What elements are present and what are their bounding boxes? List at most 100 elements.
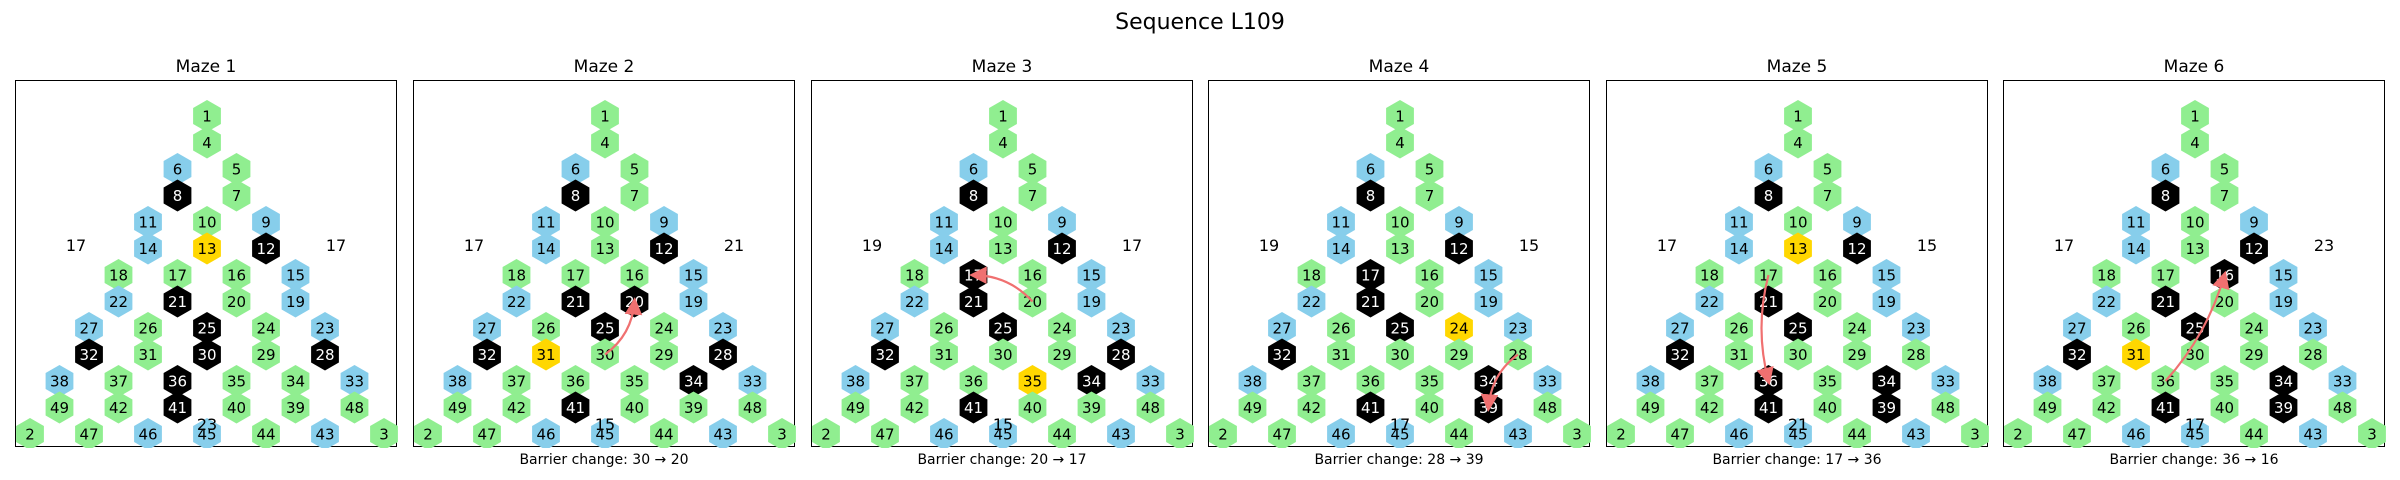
svg-text:29: 29 (2244, 346, 2263, 364)
maze-6-panel: 1 2 3 4 5 6 7 8 9 10 11 12 13 14 15 16 17 18 19 20 21 22 23 24 2… (2003, 80, 2386, 448)
svg-text:37: 37 (905, 373, 924, 391)
side-label-bottom: 15 (993, 415, 1013, 434)
side-label-left: 19 (862, 236, 882, 255)
svg-text:3: 3 (1970, 426, 1980, 444)
hex-cell-7: 7 (1813, 179, 1842, 212)
hex-cell-21: 21 (1356, 285, 1385, 318)
hex-cell-44: 44 (1843, 418, 1871, 448)
svg-text:23: 23 (1508, 320, 1527, 338)
hex-cell-34: 34 (1077, 365, 1106, 397)
hex-cell-10: 10 (193, 206, 221, 238)
hex-cell-13: 13 (1386, 232, 1414, 265)
hex-cell-49: 49 (45, 391, 74, 424)
svg-text:22: 22 (2097, 293, 2116, 311)
hex-cell-2: 2 (2004, 418, 2032, 448)
svg-text:5: 5 (630, 161, 640, 179)
hex-cell-8: 8 (959, 179, 988, 212)
svg-text:47: 47 (1272, 426, 1291, 444)
svg-text:15: 15 (1082, 267, 1101, 285)
hex-cell-17: 17 (1356, 259, 1385, 291)
svg-text:3: 3 (379, 426, 389, 444)
svg-text:36: 36 (2156, 373, 2175, 391)
svg-text:38: 38 (1641, 373, 1660, 391)
hex-cell-12: 12 (2240, 232, 2268, 265)
side-label-left: 17 (2054, 236, 2074, 255)
hex-cell-9: 9 (1048, 206, 1076, 238)
hex-cell-3: 3 (768, 418, 796, 448)
svg-text:37: 37 (507, 373, 526, 391)
svg-text:20: 20 (1818, 293, 1837, 311)
svg-text:13: 13 (1390, 240, 1409, 258)
svg-text:8: 8 (571, 187, 581, 205)
hex-cell-36: 36 (561, 365, 590, 397)
svg-text:32: 32 (2067, 346, 2086, 364)
barrier-change-arrow (604, 297, 643, 356)
svg-text:37: 37 (1700, 373, 1719, 391)
svg-text:13: 13 (1788, 240, 1807, 258)
hex-cell-38: 38 (1238, 365, 1267, 397)
svg-text:27: 27 (875, 320, 894, 338)
svg-text:5: 5 (2220, 161, 2230, 179)
maze-1-title: Maze 1 (175, 57, 237, 77)
svg-text:34: 34 (286, 373, 305, 391)
hex-cell-15: 15 (1872, 259, 1901, 291)
svg-text:34: 34 (1082, 373, 1101, 391)
svg-text:9: 9 (2249, 214, 2259, 232)
hex-cell-19: 19 (2269, 285, 2298, 318)
svg-text:35: 35 (625, 373, 644, 391)
svg-text:7: 7 (1425, 187, 1435, 205)
svg-text:36: 36 (964, 373, 983, 391)
hex-cell-43: 43 (2299, 418, 2327, 448)
svg-text:8: 8 (1366, 187, 1376, 205)
svg-text:28: 28 (713, 346, 732, 364)
svg-text:12: 12 (654, 240, 673, 258)
svg-text:15: 15 (1479, 267, 1498, 285)
hex-cell-43: 43 (1107, 418, 1135, 448)
hex-cell-30: 30 (1784, 338, 1812, 371)
hex-cell-37: 37 (900, 365, 929, 397)
svg-text:41: 41 (2156, 399, 2175, 417)
svg-text:8: 8 (1764, 187, 1774, 205)
hex-cell-10: 10 (1784, 206, 1812, 238)
svg-text:43: 43 (713, 426, 732, 444)
svg-text:13: 13 (197, 240, 216, 258)
hex-cell-45: 45 (193, 418, 221, 448)
hex-cell-47: 47 (871, 418, 899, 448)
maze-1-board: 12 34567891011121314151617181920212223242… (16, 100, 398, 448)
svg-text:33: 33 (1141, 373, 1160, 391)
hex-cell-21: 21 (1754, 285, 1783, 318)
svg-text:42: 42 (1302, 399, 1321, 417)
svg-text:43: 43 (315, 426, 334, 444)
svg-text:16: 16 (1023, 267, 1042, 285)
svg-text:27: 27 (2067, 320, 2086, 338)
hex-cell-6: 6 (163, 153, 192, 185)
hex-cell-39: 39 (2269, 391, 2298, 424)
hex-cell-38: 38 (841, 365, 870, 397)
svg-text:28: 28 (1111, 346, 1130, 364)
svg-text:27: 27 (1272, 320, 1291, 338)
svg-text:11: 11 (536, 214, 555, 232)
svg-text:46: 46 (2126, 426, 2145, 444)
hex-cell-27: 27 (1666, 312, 1694, 344)
svg-text:17: 17 (2156, 267, 2175, 285)
hex-cell-5: 5 (1018, 153, 1047, 185)
hex-cell-32: 32 (1666, 338, 1694, 371)
svg-text:12: 12 (2244, 240, 2263, 258)
svg-text:34: 34 (2274, 373, 2293, 391)
hex-cell-25: 25 (193, 312, 221, 344)
hex-cell-49: 49 (1238, 391, 1267, 424)
hex-cell-20: 20 (1415, 285, 1444, 318)
svg-text:3: 3 (2367, 426, 2377, 444)
svg-text:19: 19 (1479, 293, 1498, 311)
maze-2-panel: 1 2 3 4 5 6 7 8 9 10 11 12 13 14 15 16 17 18 19 20 21 22 23 24 2… (413, 80, 796, 448)
hex-cell-4: 4 (1784, 126, 1812, 159)
hex-cell-12: 12 (1843, 232, 1871, 265)
hex-cell-17: 17 (2151, 259, 2180, 291)
svg-text:48: 48 (1141, 399, 1160, 417)
hex-cell-33: 33 (2328, 365, 2357, 397)
hex-cell-1: 1 (1386, 100, 1414, 132)
svg-text:5: 5 (1823, 161, 1833, 179)
hex-cell-35: 35 (1415, 365, 1444, 397)
svg-text:4: 4 (600, 134, 610, 152)
